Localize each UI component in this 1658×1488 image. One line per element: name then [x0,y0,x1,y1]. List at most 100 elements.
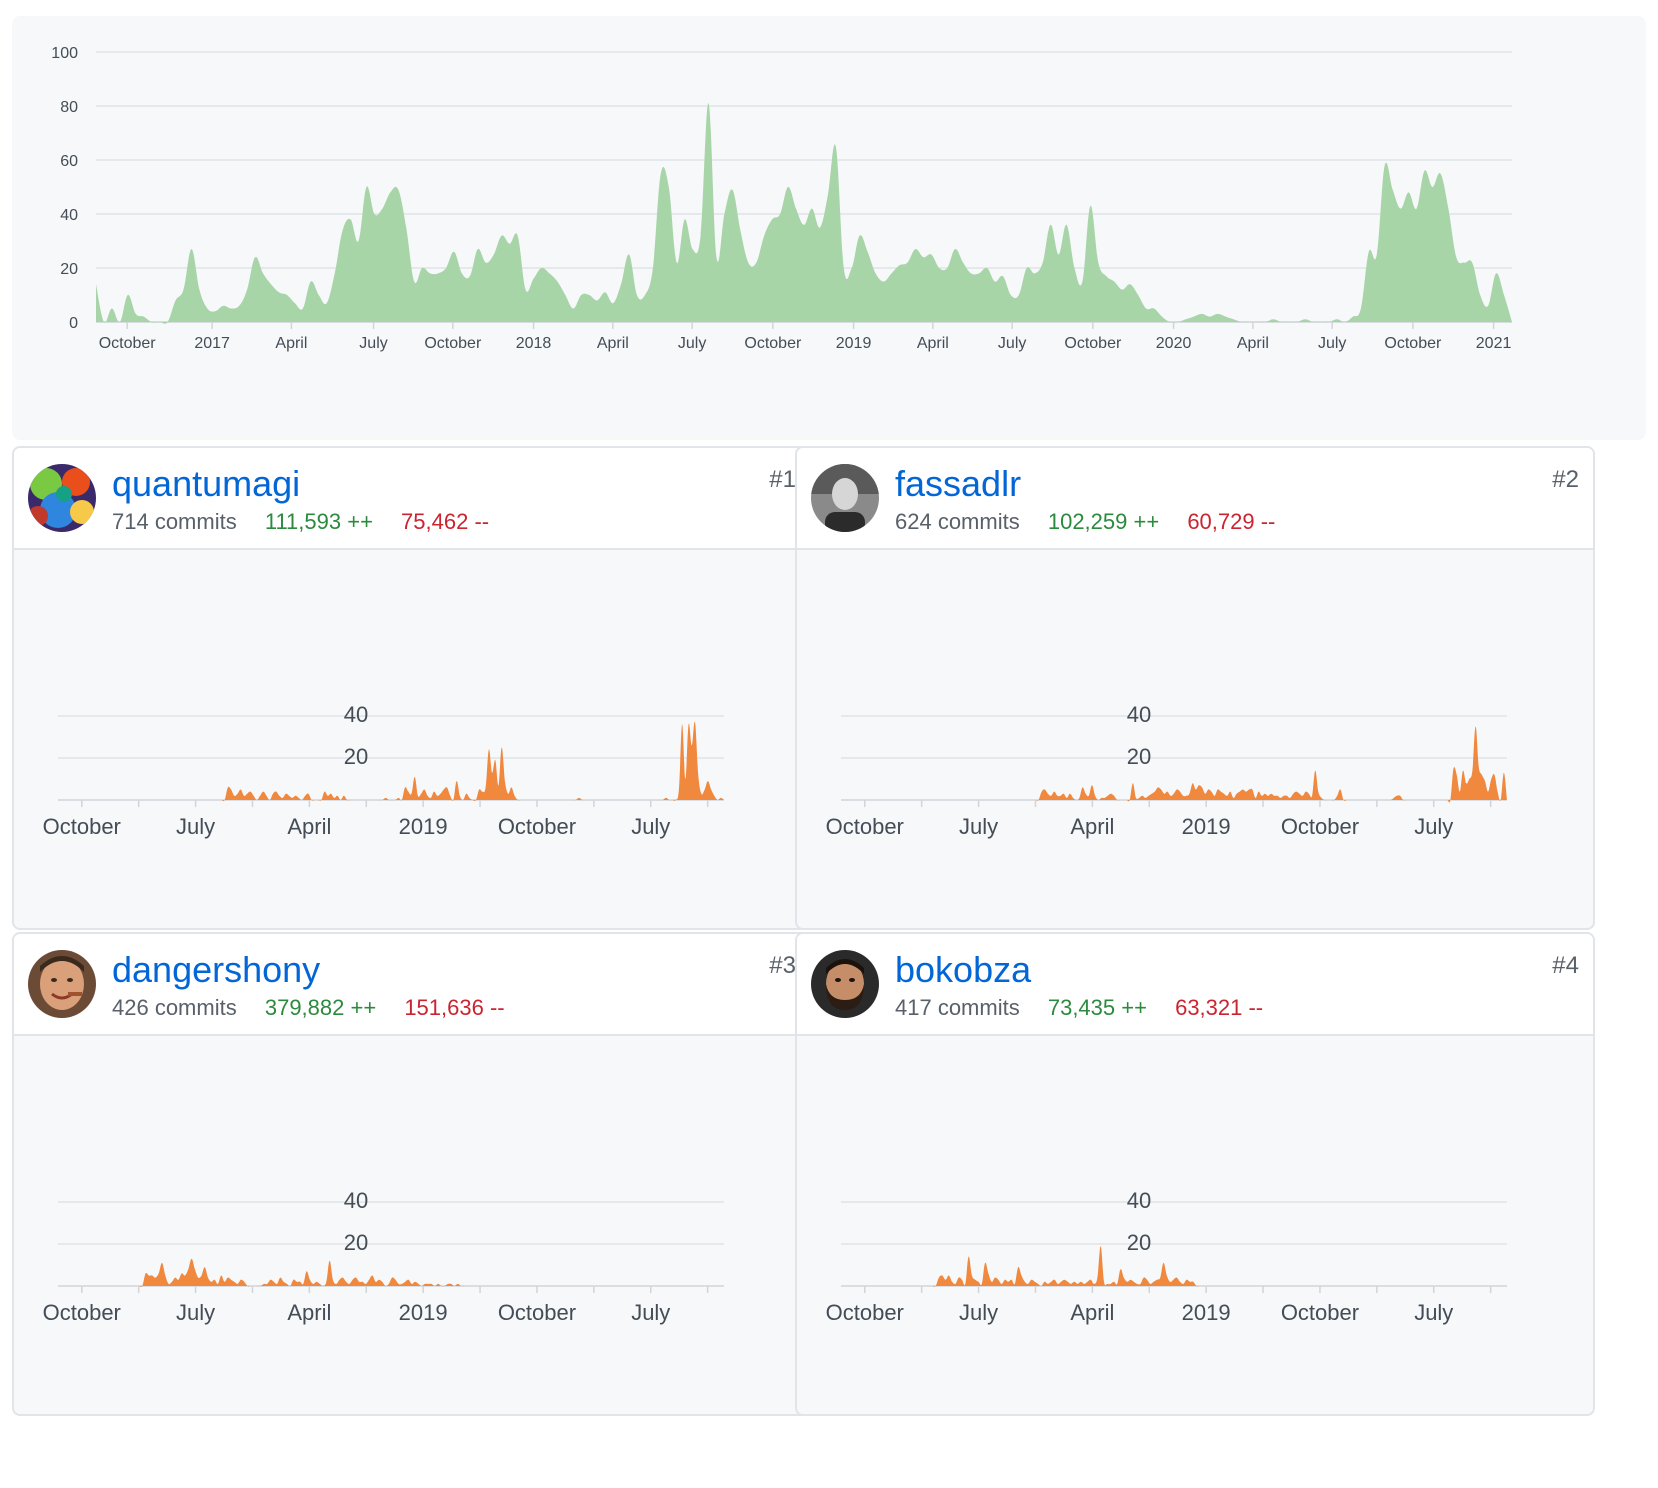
area-series [853,726,1507,803]
x-tick-label: April [1237,335,1269,352]
x-tick-label: October [826,1300,904,1325]
deletions-count: 151,636 -- [404,995,505,1020]
y-tick-label: 40 [344,1188,368,1213]
x-tick-label: October [744,335,802,352]
y-tick-label: 60 [60,153,78,170]
contributor-stats: 417 commits 73,435 ++ 63,321 -- [895,994,1285,1022]
contributor-rank: #2 [1552,466,1579,493]
x-tick-label: October [99,335,157,352]
contributor-activity-chart: 20 40 October July April 2019 October July [826,1188,1507,1325]
x-tick-label: July [1414,1300,1453,1325]
contributor-header: bokobza 417 commits 73,435 ++ 63,321 -- … [797,934,1593,1036]
contributor-username-link[interactable]: quantumagi [112,463,301,504]
contributor-username-link[interactable]: bokobza [895,949,1032,990]
y-tick-label: 0 [69,315,78,332]
area-series [70,721,724,802]
contributor-activity-chart: 20 40 October July April 2019 October July [826,702,1507,839]
x-tick-label: October [1384,335,1442,352]
contributor-username-link[interactable]: dangershony [112,949,321,990]
additions-count: 102,259 ++ [1047,509,1160,534]
contributor-header: dangershony 426 commits 379,882 ++ 151,6… [14,934,810,1036]
contributor-card: dangershony 426 commits 379,882 ++ 151,6… [12,932,812,1416]
x-tick-label: April [275,335,307,352]
x-tick-label: October [498,814,576,839]
x-tick-label: 2019 [1182,814,1231,839]
x-tick-label: July [176,1300,215,1325]
x-tick-label: 2018 [516,335,552,352]
y-tick-label: 20 [1127,744,1151,769]
contributor-rank: #1 [769,466,796,493]
contributor-stats: 714 commits 111,593 ++ 75,462 -- [112,508,511,536]
portrait-avatar[interactable] [811,464,879,532]
x-tick-label: October [424,335,482,352]
contributor-card: quantumagi 714 commits 111,593 ++ 75,462… [12,446,812,930]
x-tick-label: April [1070,1300,1114,1325]
x-tick-label: 2020 [1156,335,1192,352]
commits-overview-panel: 0 20 40 60 80 100 October 2017 April July October 2… [12,16,1646,440]
y-tick-label: 40 [1127,702,1151,727]
x-tick-label: April [287,1300,331,1325]
x-tick-label: July [1414,814,1453,839]
additions-count: 111,593 ++ [264,509,373,534]
contributor-username-link[interactable]: fassadlr [895,463,1022,504]
contributor-rank: #4 [1552,952,1579,979]
contributor-activity-chart: 20 40 October July April 2019 October July [43,1188,724,1325]
y-tick-label: 40 [1127,1188,1151,1213]
x-tick-label: October [498,1300,576,1325]
x-tick-label: July [998,335,1026,352]
x-tick-label: October [1064,335,1122,352]
commits-overview-chart: 0 20 40 60 80 100 October 2017 April July October 2… [51,45,1512,352]
y-tick-label: 20 [1127,1230,1151,1255]
contributor-header: quantumagi 714 commits 111,593 ++ 75,462… [14,448,810,550]
x-tick-label: July [359,335,387,352]
x-tick-label: 2021 [1476,335,1512,352]
x-tick-label: July [1318,335,1346,352]
deletions-count: 63,321 -- [1175,995,1264,1020]
commit-count: 624 commits [895,509,1020,534]
deletions-count: 60,729 -- [1187,509,1276,534]
y-tick-label: 100 [51,45,78,62]
x-tick-label: July [959,1300,998,1325]
x-tick-label: April [287,814,331,839]
x-tick-label: July [678,335,706,352]
x-tick-label: 2019 [836,335,872,352]
y-tick-label: 20 [60,261,78,278]
contributor-stats: 426 commits 379,882 ++ 151,636 -- [112,994,527,1022]
x-tick-label: July [631,814,670,839]
x-tick-label: April [1070,814,1114,839]
psychedelic-avatar[interactable] [28,464,96,532]
deletions-count: 75,462 -- [401,509,490,534]
smiling-man-avatar[interactable] [28,950,96,1018]
y-tick-label: 40 [60,207,78,224]
contributor-card: bokobza 417 commits 73,435 ++ 63,321 -- … [795,932,1595,1416]
x-tick-label: July [631,1300,670,1325]
commit-count: 417 commits [895,995,1020,1020]
x-tick-label: October [1281,814,1359,839]
y-tick-label: 20 [344,1230,368,1255]
commit-count: 426 commits [112,995,237,1020]
commit-count: 714 commits [112,509,237,534]
x-tick-label: 2019 [399,1300,448,1325]
y-tick-label: 40 [344,702,368,727]
contributor-header: fassadlr 624 commits 102,259 ++ 60,729 -… [797,448,1593,550]
area-series [853,1246,1507,1287]
x-tick-label: April [917,335,949,352]
contributor-stats: 624 commits 102,259 ++ 60,729 -- [895,508,1297,536]
x-tick-label: April [597,335,629,352]
y-tick-label: 20 [344,744,368,769]
x-tick-label: October [826,814,904,839]
contributor-card: fassadlr 624 commits 102,259 ++ 60,729 -… [795,446,1595,930]
additions-count: 379,882 ++ [264,995,377,1020]
x-tick-label: July [959,814,998,839]
x-tick-label: October [43,814,121,839]
contributor-rank: #3 [769,952,796,979]
area-series [70,1258,724,1288]
y-tick-label: 80 [60,99,78,116]
contributor-activity-chart: 20 40 October July April 2019 October July [43,702,724,839]
x-tick-label: 2017 [194,335,230,352]
additions-count: 73,435 ++ [1047,995,1147,1020]
x-tick-label: 2019 [1182,1300,1231,1325]
x-tick-label: 2019 [399,814,448,839]
bearded-man-avatar[interactable] [811,950,879,1018]
x-tick-label: July [176,814,215,839]
